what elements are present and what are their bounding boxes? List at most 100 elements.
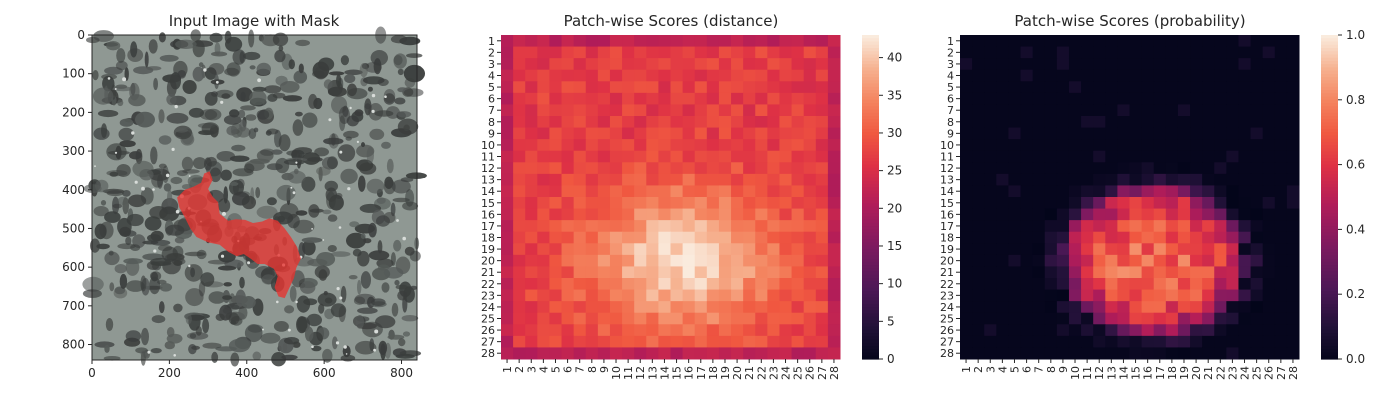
heatmap-cell [718,162,732,175]
heatmap-cell [682,220,696,233]
heatmap-cell [1020,162,1034,175]
image-highlight [165,173,170,178]
heatmap-cell [1032,116,1046,129]
colorbar-segment [1321,47,1338,52]
heatmap-cell [1250,150,1264,163]
colorbar-segment [862,164,879,169]
heatmap-cell [573,197,587,210]
heatmap-cell [597,289,611,302]
image-highlight [343,345,347,349]
input-image-frame [91,34,418,361]
heatmap-cell [501,46,514,59]
colorbar-segment [1321,193,1338,198]
colorbar-segment [1321,57,1338,62]
heatmap-cell [1262,335,1276,348]
image-speckle [298,242,306,259]
image-speckle [370,50,388,66]
image-speckle [397,68,404,76]
heatmap-cell [561,116,575,129]
heatmap-cell [1153,347,1167,360]
image-highlight [188,175,191,177]
heatmap-cell [1032,46,1046,59]
heatmap-cell [984,116,997,129]
heatmap-cell [585,150,599,163]
heatmap-cell [561,35,575,48]
heatmap-cell [609,231,623,244]
heatmap-cell [597,162,611,175]
x-tick-label: 28 [828,366,841,380]
image-speckle [301,176,316,192]
heatmap-cell [682,335,696,348]
colorbar-segment [862,265,879,269]
heatmap-cell [755,162,768,175]
heatmap-cell [622,46,635,59]
heatmap-cell [1117,104,1130,117]
heatmap-cell [1032,254,1046,267]
colorbar-segment [862,80,879,85]
heatmap-cell [585,35,599,48]
heatmap-cell [972,69,985,82]
y-tick-label: 10 [940,139,954,152]
heatmap-cell [767,127,780,140]
colorbar-tick-label: 0.4 [1346,222,1365,236]
image-speckle [104,344,110,353]
heatmap-cell [1262,289,1276,302]
heatmap-cell [996,335,1009,348]
image-speckle [266,163,283,171]
heatmap-cell [743,278,756,291]
colorbar-segment [1321,44,1338,49]
heatmap-cell [731,81,744,94]
heatmap-cell [743,335,756,348]
heatmap-cell [1032,266,1046,279]
heatmap-cell [1081,173,1094,186]
heatmap-cell [646,35,659,48]
heatmap-cell [779,278,793,291]
heatmap-cell [960,92,973,105]
heatmap-cell [1008,243,1022,256]
heatmap-cell [1214,58,1227,71]
heatmap-cell [670,46,684,59]
heatmap-cell [561,254,575,267]
colorbar-tick-label: 35 [887,88,902,102]
y-tick-label: 2 [488,46,495,59]
heatmap-cell [996,92,1009,105]
y-tick-label: 200 [62,105,85,119]
heatmap-cell [1068,92,1082,105]
heatmap-cell [1068,69,1082,82]
heatmap-cell [815,254,829,267]
heatmap-cell [767,162,780,175]
heatmap-cell [634,150,647,163]
heatmap-cell [1093,312,1106,325]
heatmap-cell [682,324,696,337]
heatmap-cell [622,69,635,82]
image-speckle [281,354,298,360]
heatmap-cell [513,81,526,94]
heatmap-cell [609,173,623,186]
image-highlight [173,354,176,357]
image-speckle [249,65,256,70]
heatmap-cell [755,220,768,233]
colorbar-segment [862,96,879,101]
heatmap-cell [1141,127,1155,140]
image-speckle [239,51,245,64]
heatmap-cell [1226,173,1239,186]
heatmap-cell [1105,231,1118,244]
heatmap-cell [1177,301,1191,314]
heatmap-cell [1153,35,1167,48]
heatmap-cell [1093,220,1106,233]
colorbar-tick-label: 0 [887,352,895,366]
heatmap-cell [960,278,973,291]
heatmap-cell [1286,162,1300,175]
heatmap-cell [1202,197,1215,210]
image-speckle [94,341,115,348]
heatmap-cell [597,278,611,291]
heatmap-cell [1020,197,1034,210]
heatmap-cell [984,104,997,117]
heatmap-cell [767,324,780,337]
heatmap-cell [815,58,829,71]
heatmap-cell [1093,197,1106,210]
heatmap-cell [791,69,805,82]
heatmap-cell [537,185,550,198]
heatmap-cell [1044,347,1058,360]
heatmap-cell [767,243,780,256]
